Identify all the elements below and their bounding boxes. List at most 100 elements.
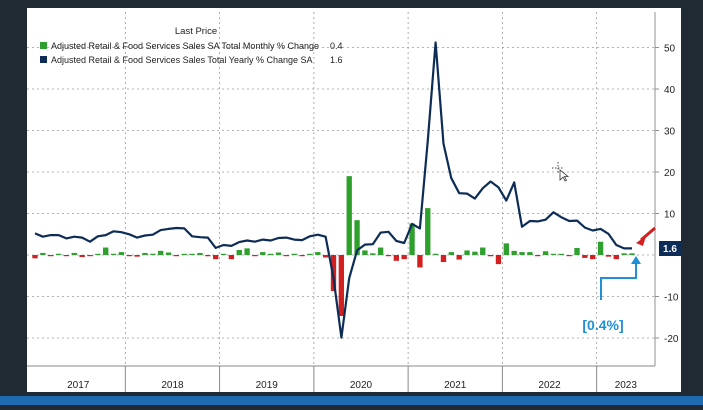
y-tick-label: 20 — [664, 168, 676, 179]
bar-2020-06 — [354, 220, 360, 255]
bar-2017-12 — [118, 252, 125, 255]
bar-2018-09 — [189, 253, 195, 255]
bar-2021-02 — [417, 255, 423, 268]
bar-2022-09 — [566, 255, 572, 257]
blue-arrowhead-icon — [631, 256, 641, 264]
bar-2019-10 — [291, 253, 297, 255]
plot-background — [27, 8, 681, 392]
bar-2022-04 — [527, 252, 533, 255]
bar-2019-02 — [228, 255, 235, 260]
bar-2017-09 — [95, 253, 101, 255]
bar-2018-08 — [181, 253, 187, 255]
blue-arrow-icon — [600, 262, 637, 300]
bar-2017-05 — [63, 255, 70, 257]
bottom-bar — [0, 396, 703, 405]
bar-2021-11 — [487, 255, 494, 257]
bar-2017-01 — [32, 255, 38, 259]
bar-2019-01 — [220, 253, 227, 255]
y-tick-label: -10 — [664, 293, 679, 304]
bar-2019-09 — [283, 255, 290, 257]
bar-2022-06 — [542, 251, 549, 255]
last-value-badge-text: 1.6 — [663, 244, 677, 255]
bar-2018-06 — [165, 252, 172, 255]
bar-2019-07 — [267, 253, 274, 255]
bar-2017-07 — [79, 255, 85, 258]
bar-2023-01 — [597, 241, 604, 255]
bar-2017-10 — [103, 247, 109, 255]
legend-swatch-monthly — [40, 42, 47, 49]
legend-value-yearly: 1.6 — [330, 55, 343, 65]
bar-2019-05 — [252, 255, 258, 257]
bar-2021-01 — [409, 223, 415, 255]
bar-2020-08 — [370, 253, 376, 255]
bar-2019-04 — [244, 248, 250, 255]
bar-2023-05 — [629, 253, 635, 255]
bar-2019-06 — [260, 252, 266, 255]
bar-2018-12 — [213, 255, 219, 260]
bar-2019-03 — [236, 250, 242, 255]
bar-2018-07 — [173, 255, 180, 257]
bar-2020-11 — [393, 255, 400, 261]
bar-2021-07 — [456, 255, 462, 260]
bar-2019-08 — [275, 252, 282, 255]
bar-2021-05 — [440, 255, 447, 263]
bar-2021-03 — [425, 208, 431, 255]
bar-2017-04 — [55, 253, 62, 255]
bar-2020-02 — [322, 255, 329, 258]
x-tick-label: 2023 — [615, 380, 638, 391]
bar-2017-02 — [40, 252, 46, 255]
bar-2023-02 — [605, 255, 612, 257]
y-tick-label: 30 — [664, 127, 676, 138]
bar-2018-04 — [150, 253, 156, 255]
annotation-label: [0.4%] — [582, 317, 623, 333]
bar-2022-12 — [590, 255, 596, 260]
bar-2018-02 — [134, 255, 140, 257]
bar-2019-12 — [307, 253, 313, 255]
bar-2017-11 — [110, 253, 117, 255]
bar-2022-08 — [558, 253, 564, 255]
x-tick-label: 2021 — [444, 380, 467, 391]
bar-2021-06 — [448, 252, 454, 255]
legend-swatch-yearly — [40, 56, 47, 63]
bar-2022-01 — [503, 243, 509, 255]
bar-2021-10 — [480, 247, 486, 255]
bar-2020-10 — [385, 255, 392, 257]
x-tick-label: 2017 — [67, 380, 90, 391]
bar-2020-12 — [401, 255, 407, 260]
bar-2018-11 — [205, 255, 211, 257]
x-tick-label: 2019 — [256, 380, 279, 391]
yearly-change-line — [34, 41, 632, 339]
bar-2022-05 — [535, 255, 541, 257]
red-arrowhead-icon — [636, 236, 646, 246]
y-tick-label: 40 — [664, 85, 676, 96]
legend-label-monthly: Adjusted Retail & Food Services Sales SA… — [51, 41, 319, 51]
bar-2018-05 — [158, 250, 164, 255]
y-tick-label: 50 — [664, 44, 676, 55]
bar-2018-01 — [126, 255, 132, 257]
legend-value-monthly: 0.4 — [330, 41, 343, 51]
y-tick-label: -20 — [664, 334, 679, 345]
legend-title: Last Price — [175, 26, 217, 37]
bar-2019-11 — [299, 255, 305, 257]
bar-2017-06 — [71, 252, 77, 255]
bar-2017-08 — [87, 255, 93, 257]
bar-2018-10 — [197, 252, 203, 255]
bar-2022-07 — [550, 253, 557, 255]
bar-2020-07 — [362, 250, 368, 255]
bar-2021-09 — [472, 251, 478, 255]
bar-2017-03 — [48, 255, 54, 257]
legend: Last Price Adjusted Retail & Food Servic… — [40, 26, 343, 65]
x-tick-label: 2018 — [161, 380, 184, 391]
gridlines — [27, 12, 655, 366]
bar-2021-12 — [495, 255, 502, 265]
legend-label-yearly: Adjusted Retail & Food Services Sales To… — [51, 55, 312, 65]
bar-2022-03 — [519, 252, 525, 255]
x-tick-label: 2022 — [538, 380, 561, 391]
bar-2021-04 — [432, 253, 439, 255]
bar-2020-04 — [338, 255, 345, 317]
x-axis: 2017 2018 2019 2020 2021 2022 2023 — [27, 365, 655, 392]
bar-2021-08 — [464, 250, 470, 255]
bar-2022-02 — [511, 250, 517, 255]
